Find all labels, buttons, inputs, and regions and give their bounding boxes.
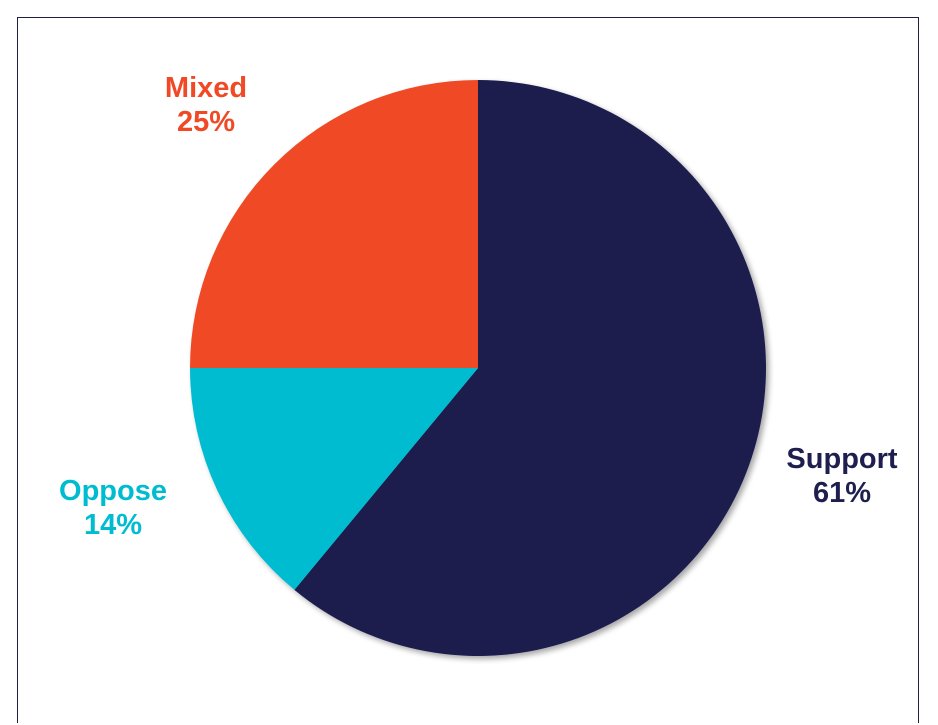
slice-label-mixed: Mixed xyxy=(165,72,247,104)
slice-label-support: Support xyxy=(786,443,897,475)
slice-label-oppose: Oppose xyxy=(59,475,167,507)
slice-value-support: 61% xyxy=(813,477,871,509)
pie-slice-mixed xyxy=(190,80,478,368)
slice-value-mixed: 25% xyxy=(177,106,235,138)
pie-slice-oppose xyxy=(190,368,478,590)
slice-value-oppose: 14% xyxy=(84,509,142,541)
pie-slice-support xyxy=(294,80,766,656)
